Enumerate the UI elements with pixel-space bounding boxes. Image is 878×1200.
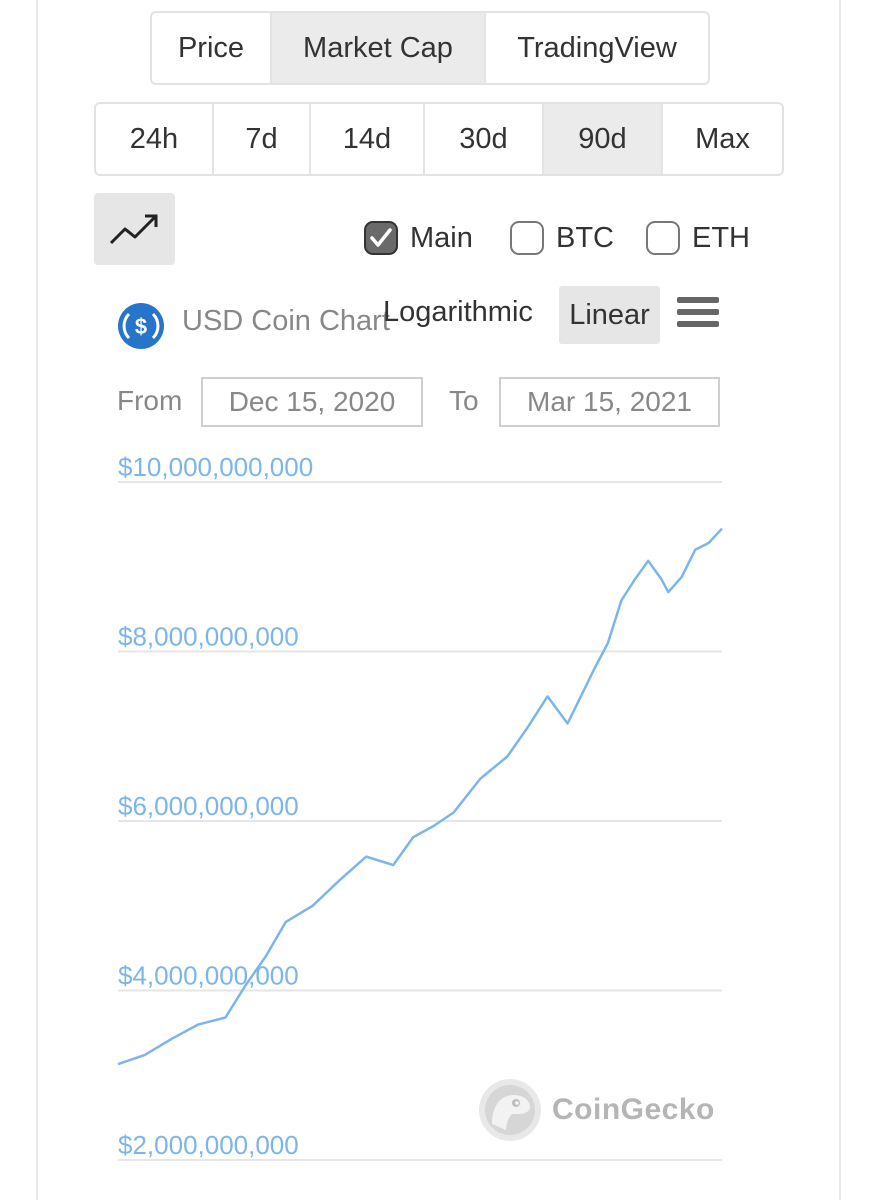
tab-market-cap[interactable]: Market Cap <box>272 13 486 83</box>
checkbox-empty-icon <box>646 221 680 255</box>
from-label: From <box>117 385 183 416</box>
y-tick-label: $6,000,000,000 <box>118 791 299 821</box>
compare-main-checkbox[interactable]: Main <box>364 216 473 260</box>
from-date-input[interactable]: Dec 15, 2020 <box>201 377 423 427</box>
gecko-logo-icon <box>479 1079 541 1141</box>
y-tick-label: $4,000,000,000 <box>118 961 299 991</box>
tab-price[interactable]: Price <box>152 13 272 83</box>
chart-title: USD Coin Chart <box>182 305 390 337</box>
watermark-text: CoinGecko <box>552 1093 715 1126</box>
compare-eth-checkbox[interactable]: ETH <box>646 216 750 260</box>
svg-text:$: $ <box>135 314 147 339</box>
view-tabs: Price Market Cap TradingView <box>150 11 710 85</box>
range-24h[interactable]: 24h <box>96 104 214 174</box>
checkbox-checked-icon <box>364 221 398 255</box>
checkbox-empty-icon <box>510 221 544 255</box>
market-cap-series-line <box>117 527 723 1066</box>
scale-linear-button[interactable]: Linear <box>559 286 660 344</box>
tab-tradingview[interactable]: TradingView <box>517 31 677 64</box>
compare-btc-checkbox[interactable]: BTC <box>510 216 614 260</box>
page-frame-right <box>839 0 841 1200</box>
trend-line-icon <box>109 214 157 245</box>
range-tabs: 24h 7d 14d 30d 90d Max <box>94 102 784 176</box>
range-14d[interactable]: 14d <box>311 104 425 174</box>
hamburger-menu-icon[interactable] <box>677 296 719 328</box>
compare-eth-label: ETH <box>692 221 750 254</box>
to-date-input[interactable]: Mar 15, 2021 <box>499 377 720 427</box>
scale-logarithmic-button[interactable]: Logarithmic <box>383 296 533 328</box>
range-max[interactable]: Max <box>695 122 750 155</box>
y-tick-label: $2,000,000,000 <box>118 1130 299 1160</box>
compare-main-label: Main <box>410 221 473 254</box>
line-chart-toggle-button[interactable] <box>94 193 175 265</box>
usdc-coin-icon: $ <box>118 303 164 349</box>
range-30d[interactable]: 30d <box>425 104 544 174</box>
y-tick-label: $10,000,000,000 <box>118 452 313 482</box>
coingecko-watermark: CoinGecko <box>478 1078 715 1142</box>
y-tick-label: $8,000,000,000 <box>118 622 299 652</box>
compare-btc-label: BTC <box>556 221 614 254</box>
range-90d[interactable]: 90d <box>544 104 663 174</box>
page-frame-left <box>36 0 38 1200</box>
to-label: To <box>449 385 479 416</box>
range-7d[interactable]: 7d <box>214 104 311 174</box>
